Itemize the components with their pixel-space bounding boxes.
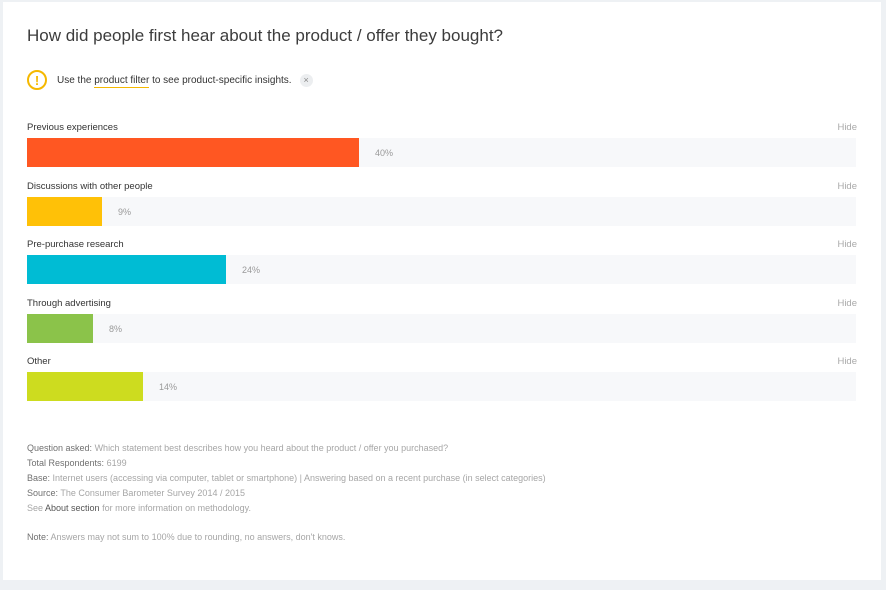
- respondents-value: 6199: [106, 458, 127, 468]
- bar: [27, 138, 359, 167]
- see-suffix: for more information on methodology.: [102, 503, 252, 513]
- value-label: 14%: [159, 382, 178, 392]
- chart-row: Previous experiences Hide 40%: [27, 120, 857, 179]
- product-filter-link[interactable]: product filter: [94, 74, 150, 88]
- question-line: Question asked: Which statement best des…: [27, 441, 546, 456]
- category-label: Through advertising: [27, 297, 111, 309]
- bar-track: 9%: [27, 196, 856, 226]
- value-label: 9%: [118, 206, 132, 217]
- value-label: 40%: [375, 148, 394, 158]
- bar: [27, 313, 93, 343]
- hide-row-link[interactable]: Hide: [837, 122, 857, 133]
- base-key: Base:: [27, 473, 51, 483]
- hide-row-link[interactable]: Hide: [837, 239, 857, 250]
- methodology-footer: Question asked: Which statement best des…: [27, 441, 546, 516]
- notice-prefix: Use the: [57, 74, 92, 86]
- source-key: Source:: [27, 488, 59, 498]
- base-line: Base: Internet users (accessing via comp…: [27, 471, 546, 486]
- chart-card: How did people first hear about the prod…: [3, 2, 881, 580]
- bar-track: 24%: [27, 255, 856, 284]
- hide-row-link[interactable]: Hide: [837, 297, 857, 309]
- bar-track: 14%: [27, 372, 856, 401]
- bar-track: 40%: [27, 138, 856, 167]
- warning-icon: !: [27, 70, 47, 90]
- notice-suffix: to see product-specific insights.: [152, 74, 292, 86]
- chart-row: Pre-purchase research Hide 24%: [27, 237, 857, 296]
- see-prefix: See: [27, 503, 44, 513]
- note-value: Answers may not sum to 100% due to round…: [50, 532, 346, 542]
- question-key: Question asked:: [27, 443, 93, 453]
- question-value: Which statement best describes how you h…: [94, 443, 449, 453]
- bar-track: 8%: [27, 313, 856, 343]
- base-value: Internet users (accessing via computer, …: [52, 473, 546, 483]
- hide-row-link[interactable]: Hide: [837, 356, 857, 367]
- chart-row: Discussions with other people Hide 9%: [27, 179, 857, 238]
- bar: [27, 372, 143, 401]
- source-line: Source: The Consumer Barometer Survey 20…: [27, 486, 546, 501]
- category-label: Pre-purchase research: [27, 239, 124, 250]
- respondents-key: Total Respondents:: [27, 458, 105, 468]
- category-label: Discussions with other people: [27, 180, 153, 192]
- note-key: Note:: [27, 532, 49, 542]
- see-line: See About section for more information o…: [27, 501, 546, 516]
- chart-row: Through advertising Hide 8%: [27, 296, 857, 355]
- bar-chart: Previous experiences Hide 40% Discussions w…: [27, 120, 857, 413]
- category-label: Previous experiences: [27, 122, 118, 133]
- chart-row: Other Hide 14%: [27, 354, 857, 413]
- category-label: Other: [27, 356, 51, 367]
- about-section-link[interactable]: About section: [45, 503, 100, 513]
- hide-row-link[interactable]: Hide: [837, 180, 857, 192]
- value-label: 24%: [242, 265, 261, 275]
- dismiss-notice-button[interactable]: ×: [299, 73, 313, 87]
- chart-title: How did people first hear about the prod…: [27, 26, 503, 45]
- filter-notice: ! Use the product filter to see product-…: [27, 68, 313, 92]
- respondents-line: Total Respondents: 6199: [27, 456, 546, 471]
- value-label: 8%: [109, 323, 123, 334]
- notice-text: Use the product filter to see product-sp…: [57, 74, 292, 88]
- source-value: The Consumer Barometer Survey 2014 / 201…: [60, 488, 245, 498]
- bar: [27, 255, 226, 284]
- rounding-note: Note: Answers may not sum to 100% due to…: [27, 532, 345, 542]
- bar: [27, 196, 102, 226]
